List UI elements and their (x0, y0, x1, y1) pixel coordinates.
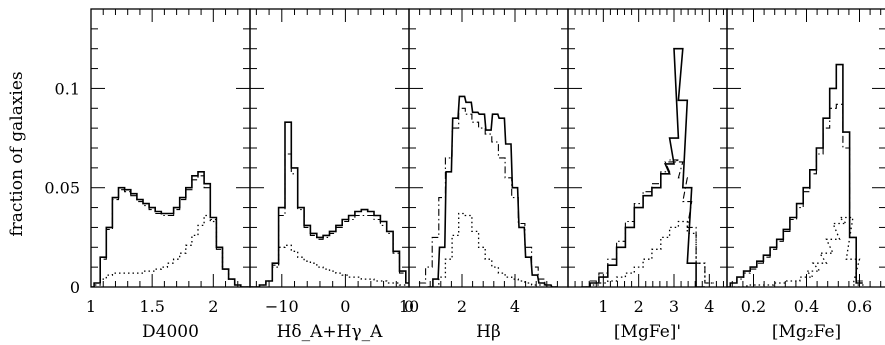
x-tick-label: 0 (404, 297, 414, 316)
panel-frame (249, 8, 410, 288)
x-tick-label: 2 (634, 297, 644, 316)
y-tick-label: 0.05 (44, 179, 80, 198)
x-tick-label: 2 (208, 297, 218, 316)
panel-4: 1 2 3 4 [MgFe]' (567, 8, 728, 342)
x-axis-label: Hβ (476, 322, 501, 342)
series-solid-histogram (727, 63, 863, 287)
x-tick-label: 3 (669, 297, 679, 316)
x-tick-label: 1.5 (139, 297, 164, 316)
x-axis-label: Hδ_A+Hγ_A (277, 322, 384, 342)
x-tick-label: 10 (399, 297, 419, 316)
panel-frame (726, 8, 885, 288)
x-tick-label: 2 (457, 297, 467, 316)
y-tick-label: 0 (70, 278, 80, 297)
x-tick-label: 0.4 (794, 297, 819, 316)
series-dotted-histogram (733, 216, 867, 287)
series-solid-histogram (581, 47, 705, 287)
series-dotted-histogram (250, 244, 409, 287)
x-axis-label: [MgFe]' (614, 322, 681, 342)
panel-3: 0 2 4 Hβ (404, 8, 569, 342)
series-dashdot-histogram (418, 107, 559, 287)
x-tick-label: 0 (340, 297, 350, 316)
x-tick-label: 4 (704, 297, 714, 316)
series-solid-histogram (427, 95, 558, 287)
series-dashdot-histogram (250, 153, 409, 287)
panel-5: 0.2 0.4 0.6 [Mg₂Fe] (726, 8, 885, 342)
x-axis-label: D4000 (142, 322, 199, 342)
series-dashdot-histogram (727, 103, 863, 287)
series-dotted-histogram (432, 212, 559, 287)
y-tick-label: 0.1 (55, 79, 80, 98)
x-tick-label: 4 (510, 297, 520, 316)
series-dotted-histogram (581, 220, 714, 287)
panel-frame (408, 8, 569, 288)
x-tick-label: 1 (86, 297, 96, 316)
series-solid-histogram (250, 121, 409, 287)
x-tick-label: −10 (265, 297, 299, 316)
y-axis-label: fraction of galaxies (7, 71, 27, 236)
x-tick-label: 0.6 (847, 297, 872, 316)
x-tick-label: 1 (598, 297, 608, 316)
panel-1: 1 1.5 2 D4000 (86, 8, 251, 342)
panel-frame (90, 8, 251, 288)
x-tick-label: 0.2 (741, 297, 766, 316)
series-dashdot-histogram (581, 159, 714, 287)
panel-frame (567, 8, 728, 288)
series-dashdot-histogram (91, 175, 250, 287)
x-axis-label: [Mg₂Fe] (772, 322, 841, 342)
